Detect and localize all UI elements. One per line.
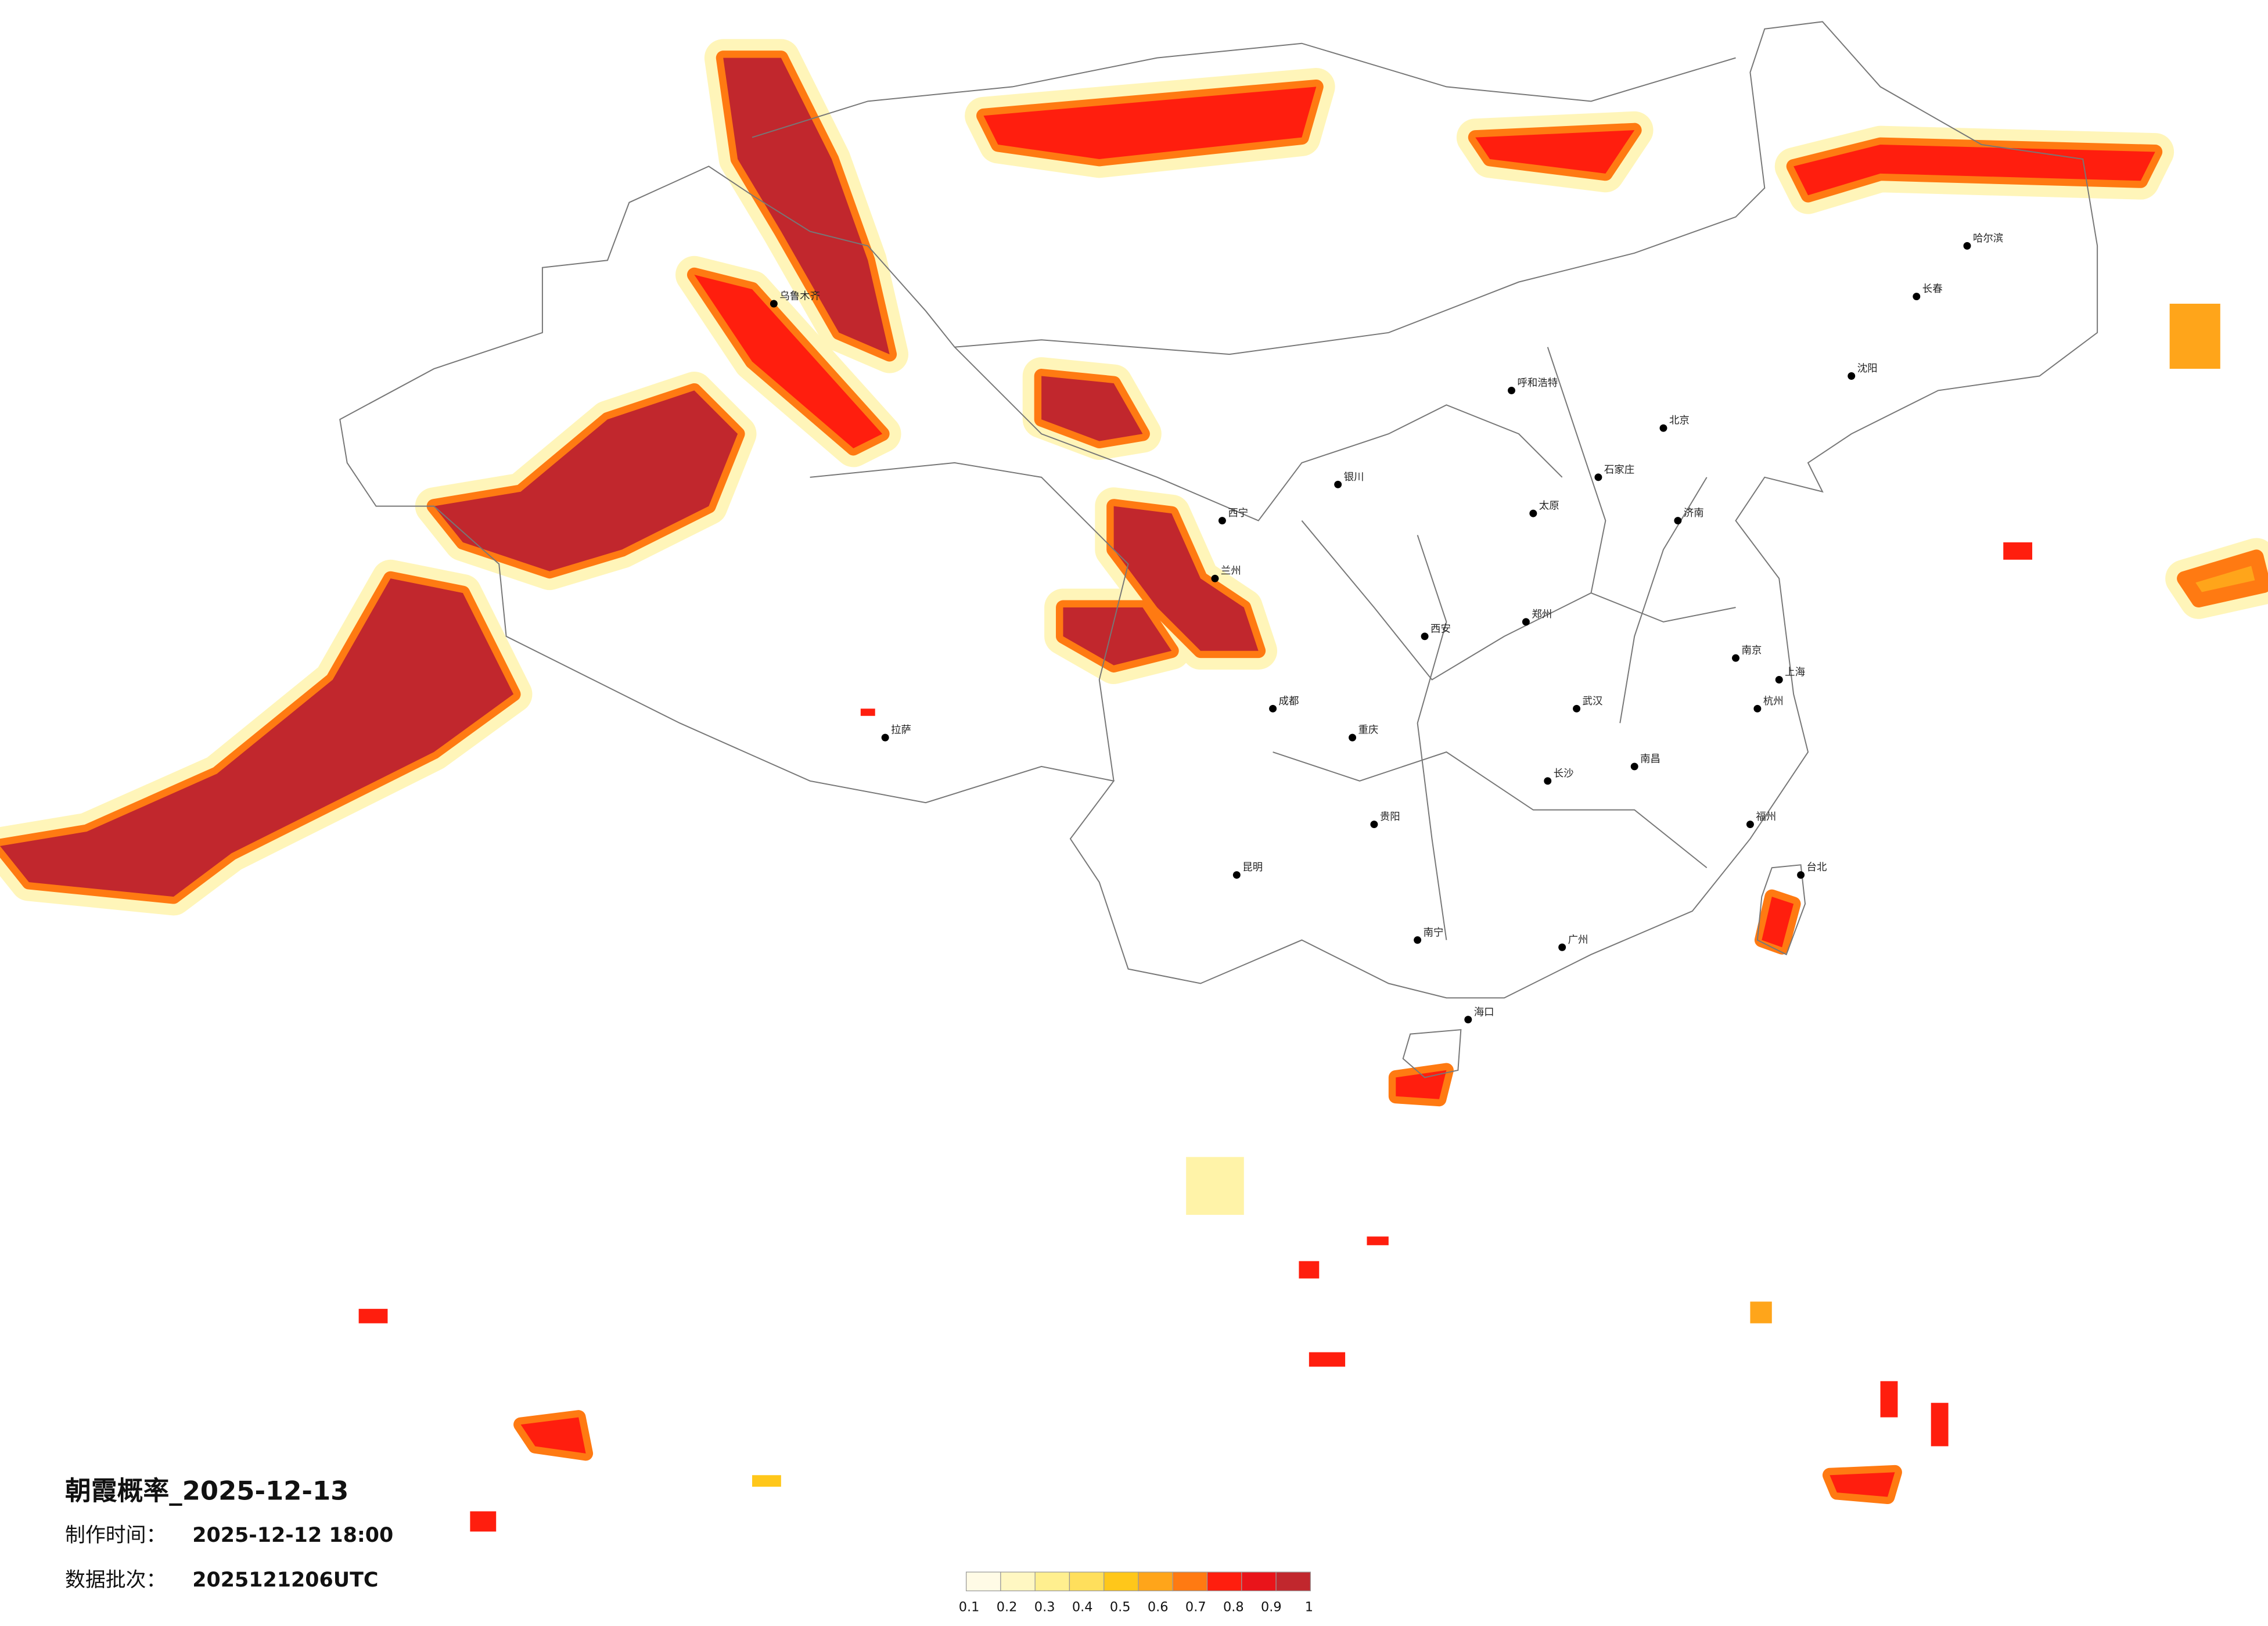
city-label: 南宁	[1424, 927, 1444, 938]
legend-swatch	[1138, 1571, 1173, 1592]
city-label: 上海	[1785, 667, 1805, 678]
legend-swatch	[965, 1571, 1001, 1592]
city-dot	[1522, 618, 1530, 626]
legend-tick-label: 0.3	[1034, 1599, 1055, 1614]
legend: 0.1 0.2 0.3 0.4 0.5 0.6 0.7 0.8 0.9 1	[959, 1571, 1313, 1614]
city-dot	[1211, 574, 1219, 582]
city-label: 乌鲁木齐	[779, 291, 820, 303]
made-label: 制作时间：	[65, 1524, 166, 1547]
city-dot	[1674, 517, 1682, 525]
city-label: 海口	[1474, 1006, 1494, 1018]
city-dot	[1349, 733, 1357, 742]
legend-swatch	[1000, 1571, 1036, 1592]
city-label: 南昌	[1640, 753, 1660, 765]
city-dot	[1414, 936, 1422, 944]
city-dot	[1775, 676, 1783, 684]
city-label: 南京	[1741, 645, 1762, 657]
city-label: 福州	[1756, 811, 1776, 823]
legend-swatch	[1104, 1571, 1139, 1592]
legend-swatch	[1069, 1571, 1105, 1592]
batch-label: 数据批次：	[65, 1569, 166, 1592]
city-dot	[1558, 943, 1566, 951]
city-dot	[1421, 632, 1429, 641]
city-dot	[881, 733, 889, 742]
city-dot	[1529, 509, 1537, 517]
city-label: 昆明	[1242, 862, 1263, 873]
boundaries	[339, 21, 2098, 1078]
legend-tick-label: 0.2	[997, 1599, 1018, 1614]
city-label: 哈尔滨	[1973, 233, 2003, 244]
made-time: 2025-12-12 18:00	[192, 1524, 393, 1547]
city-dot	[1732, 654, 1739, 662]
city-label: 成都	[1279, 696, 1299, 707]
city-label: 西安	[1430, 623, 1451, 635]
city-dot	[1659, 424, 1667, 432]
city-label: 广州	[1568, 934, 1588, 946]
city-label: 长沙	[1554, 768, 1574, 779]
city-dot	[1544, 777, 1552, 785]
city-label: 重庆	[1358, 725, 1379, 736]
legend-tick-label: 0.9	[1261, 1599, 1282, 1614]
city-label: 兰州	[1221, 566, 1241, 577]
city-label: 贵阳	[1380, 811, 1400, 823]
legend-swatch	[1275, 1571, 1311, 1592]
city-dot	[770, 300, 778, 308]
city-dot	[1746, 821, 1754, 829]
city-dot	[1630, 762, 1638, 771]
legend-tick-label: 0.5	[1110, 1599, 1131, 1614]
city-label: 长春	[1922, 283, 1943, 295]
legend-tick-label: 0.6	[1148, 1599, 1169, 1614]
scattered-cells	[358, 303, 2220, 1532]
legend-tick-label: 0.4	[1072, 1599, 1093, 1614]
city-dot	[1797, 871, 1805, 879]
city-dot	[1913, 293, 1921, 301]
city-label: 杭州	[1763, 696, 1784, 707]
legend-tick-label: 0.1	[959, 1599, 980, 1614]
batch-value: 2025121206UTC	[192, 1569, 378, 1592]
legend-tick-label: 1	[1305, 1599, 1313, 1614]
legend-tick-label: 0.8	[1223, 1599, 1244, 1614]
city-dot	[1269, 704, 1277, 713]
legend-swatch	[1172, 1571, 1208, 1592]
city-dot	[1232, 871, 1241, 879]
city-label: 济南	[1684, 508, 1704, 519]
city-label: 北京	[1669, 415, 1690, 427]
legend-swatch	[1034, 1571, 1070, 1592]
city-dot	[1218, 517, 1226, 525]
city-dot	[1963, 242, 1971, 250]
city-dot	[1464, 1016, 1472, 1024]
legend-swatch	[1206, 1571, 1242, 1592]
city-dot	[1848, 372, 1856, 380]
legend-tick-label: 0.7	[1185, 1599, 1206, 1614]
city-label: 西宁	[1228, 508, 1248, 519]
legend-swatch	[1241, 1571, 1277, 1592]
city-label: 武汉	[1583, 696, 1603, 707]
city-dot	[1508, 386, 1515, 394]
city-label: 台北	[1807, 862, 1827, 873]
city-dot	[1753, 704, 1762, 713]
city-dot	[1594, 473, 1602, 481]
city-label: 拉萨	[891, 725, 911, 736]
city-dot	[1334, 480, 1342, 488]
map-title: 朝霞概率_2025-12-13	[65, 1476, 348, 1506]
city-label: 太原	[1539, 501, 1559, 512]
city-label: 呼和浩特	[1517, 377, 1558, 389]
city-dot	[1370, 821, 1378, 829]
city-label: 石家庄	[1604, 464, 1634, 476]
city-label: 沈阳	[1857, 363, 1878, 375]
city-label: 郑州	[1532, 609, 1552, 620]
city-dot	[1573, 704, 1581, 713]
city-label: 银川	[1344, 472, 1364, 483]
